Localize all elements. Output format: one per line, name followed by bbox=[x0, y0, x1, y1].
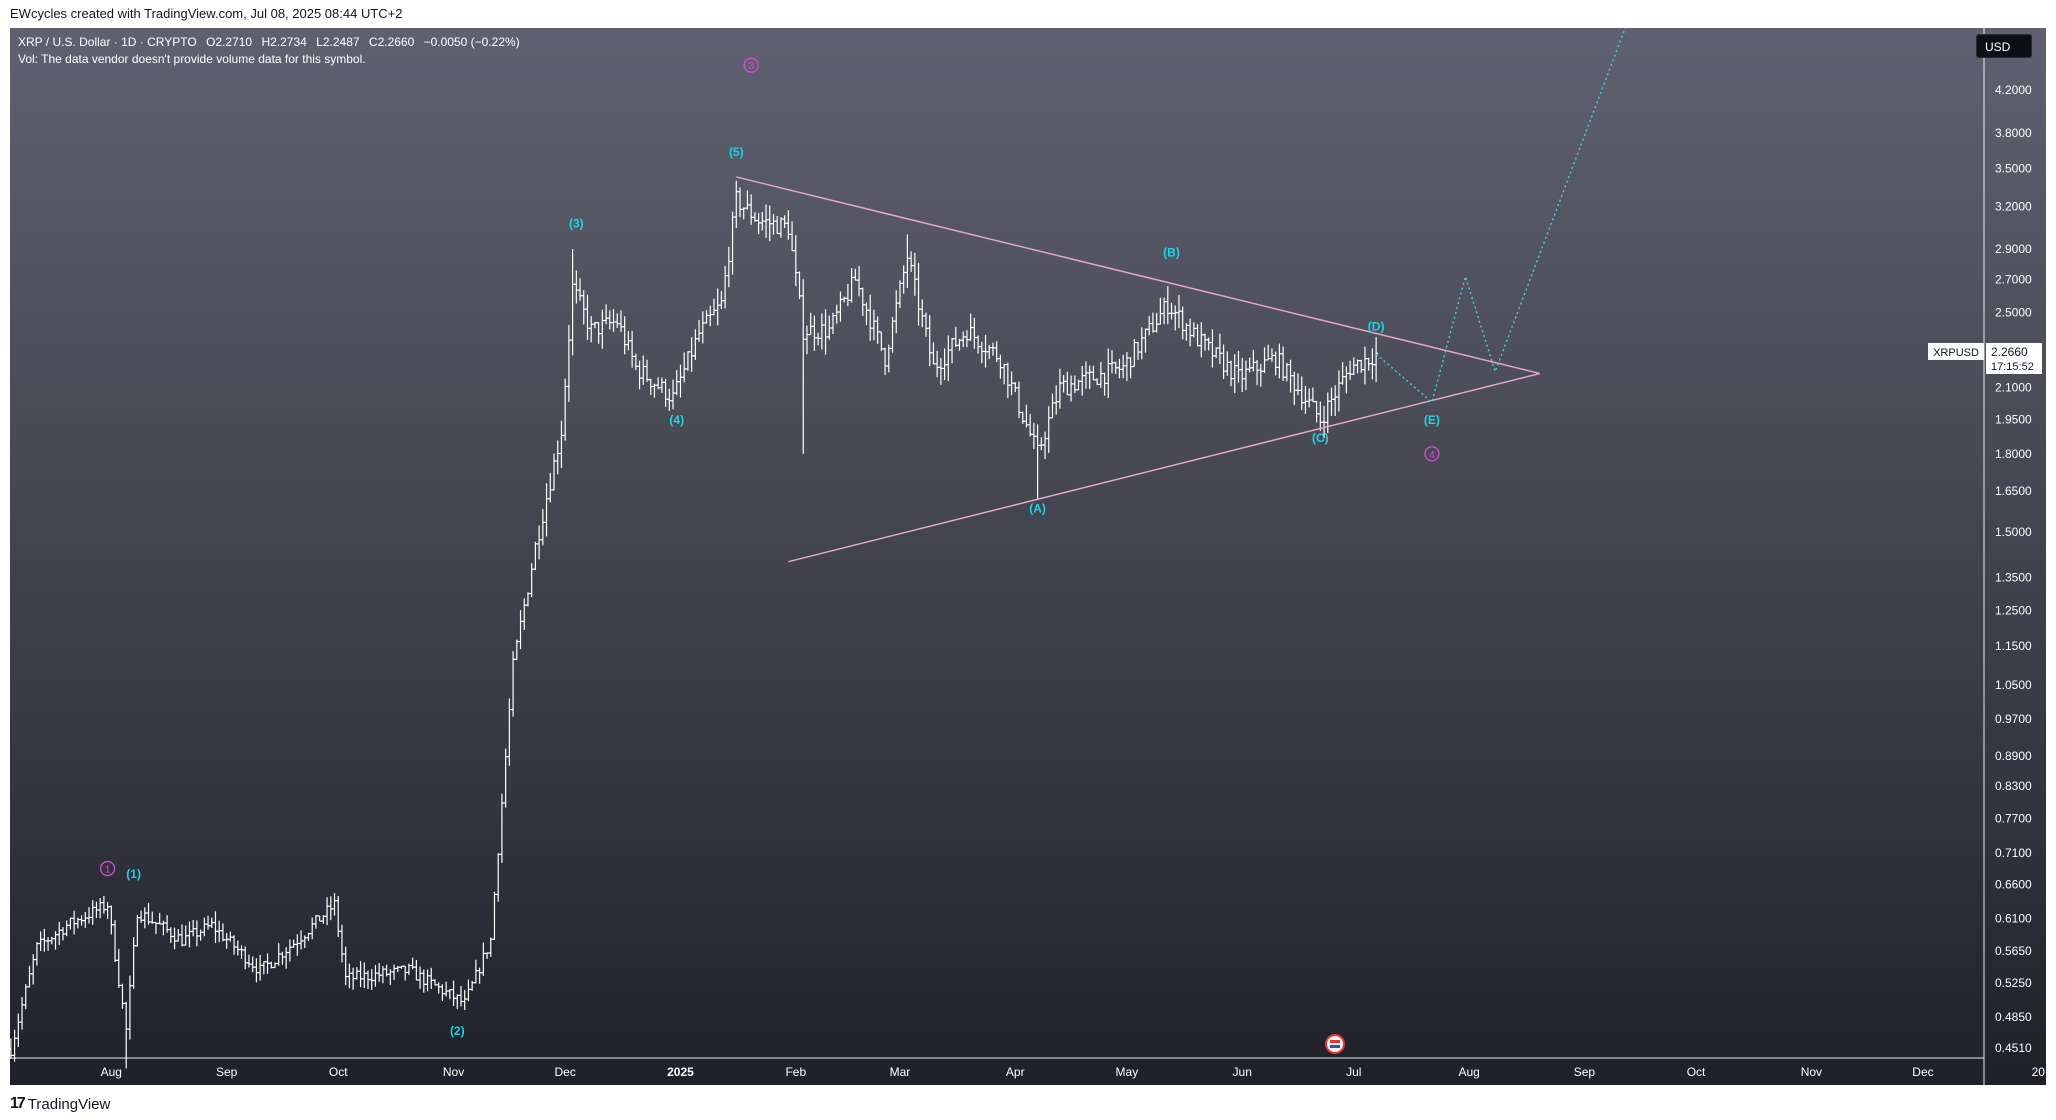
symbol-title: XRP / U.S. Dollar · 1D · CRYPTO bbox=[18, 35, 197, 49]
wave-label-minor: (A) bbox=[1029, 501, 1046, 515]
time-tick-label: Oct bbox=[1687, 1065, 1706, 1079]
ohlc-line: XRP / U.S. Dollar · 1D · CRYPTO O2.2710 … bbox=[18, 34, 526, 51]
flag-icon-stripe bbox=[1330, 1045, 1340, 1048]
time-tick-label: Jul bbox=[1346, 1065, 1361, 1079]
symbol-tag bbox=[1928, 343, 1984, 360]
time-tick-label: Aug bbox=[101, 1065, 122, 1079]
price-tick-label: 0.8900 bbox=[1995, 749, 2032, 763]
wave-label-minor: (C) bbox=[1312, 431, 1329, 445]
time-tick-label: Dec bbox=[1912, 1065, 1933, 1079]
price-chart[interactable]: (1) (2) (3) (4) (5) (A) (B) (C) (D) (E) 1 3 4 4.2000… bbox=[10, 28, 2046, 1085]
wave-label-minor: (D) bbox=[1368, 319, 1385, 333]
price-tick-label: 0.6100 bbox=[1995, 911, 2032, 925]
time-tick-label: Oct bbox=[329, 1065, 348, 1079]
price-tick-label: 1.5000 bbox=[1995, 525, 2032, 539]
price-tick-label: 1.3500 bbox=[1995, 570, 2032, 584]
symbol-tag-text: XRPUSD bbox=[1933, 347, 1979, 359]
price-label: XRPUSD 2.2660 17:15:52 bbox=[1928, 343, 2042, 374]
time-tick-label: Jun bbox=[1233, 1065, 1252, 1079]
wave-label-major: 1 bbox=[105, 865, 111, 876]
price-tick-label: 2.9000 bbox=[1995, 242, 2032, 256]
price-tick-label: 0.7700 bbox=[1995, 811, 2032, 825]
attribution-text: EWcycles created with TradingView.com, J… bbox=[10, 6, 403, 21]
price-tick-label: 0.9700 bbox=[1995, 712, 2032, 726]
price-axis[interactable]: 4.2000 3.8000 3.5000 3.2000 2.9000 2.7000 2.50… bbox=[1995, 83, 2032, 1055]
price-tick-label: 2.1000 bbox=[1995, 381, 2032, 395]
price-tick-label: 1.6500 bbox=[1995, 484, 2032, 498]
tradingview-logo[interactable]: 17 TradingView bbox=[10, 1095, 110, 1113]
price-tick-label: 0.5250 bbox=[1995, 976, 2032, 990]
wave-label-major: 3 bbox=[748, 61, 754, 72]
time-tick-label: Mar bbox=[890, 1065, 911, 1079]
price-tick-label: 0.8300 bbox=[1995, 779, 2032, 793]
price-tick-label: 1.8000 bbox=[1995, 447, 2032, 461]
price-tick-label: 3.5000 bbox=[1995, 161, 2032, 175]
volume-note: Vol: The data vendor doesn't provide vol… bbox=[18, 52, 366, 66]
price-tick-label: 1.0500 bbox=[1995, 678, 2032, 692]
brand-text: TradingView bbox=[27, 1095, 111, 1113]
price-tick-label: 0.4510 bbox=[1995, 1041, 2032, 1055]
wave-label-major-circle bbox=[743, 57, 759, 73]
price-tick-label: 2.7000 bbox=[1995, 273, 2032, 287]
drawing-overlays bbox=[736, 28, 1636, 563]
wave-label-major-circle bbox=[1424, 446, 1440, 462]
wave-label-minor: (4) bbox=[669, 413, 684, 427]
open-value: O2.2710 bbox=[206, 35, 253, 49]
price-tick-label: 4.2000 bbox=[1995, 83, 2032, 97]
wave-labels: (1) (2) (3) (4) (5) (A) (B) (C) (D) (E) 1 3 4 bbox=[99, 57, 1440, 1038]
chart-pane[interactable]: (1) (2) (3) (4) (5) (A) (B) (C) (D) (E) 1 3 4 4.2000… bbox=[10, 28, 2046, 1085]
time-tick-label: Aug bbox=[1458, 1065, 1479, 1079]
price-tick-label: 1.2500 bbox=[1995, 603, 2032, 617]
price-tick-label: 0.7100 bbox=[1995, 846, 2032, 860]
last-price-tag bbox=[1986, 343, 2042, 374]
price-tick-label: 3.8000 bbox=[1995, 126, 2032, 140]
low-value: L2.2487 bbox=[316, 35, 360, 49]
time-tick-label: Nov bbox=[1801, 1065, 1822, 1079]
change-value: −0.0050 (−0.22%) bbox=[423, 35, 520, 49]
flag-icon[interactable] bbox=[1325, 1034, 1345, 1054]
time-tick-label: May bbox=[1116, 1065, 1139, 1079]
price-tick-label: 3.2000 bbox=[1995, 200, 2032, 214]
event-marker[interactable] bbox=[1325, 1034, 1345, 1054]
wave-label-minor: (2) bbox=[450, 1024, 465, 1038]
wave-label-major: 4 bbox=[1429, 450, 1435, 461]
tradingview-logo-icon: 17 bbox=[10, 1095, 26, 1112]
close-value: C2.2660 bbox=[368, 35, 415, 49]
time-tick-label: Sep bbox=[1574, 1065, 1596, 1079]
time-tick-label: Apr bbox=[1006, 1065, 1025, 1079]
chart-legend: XRP / U.S. Dollar · 1D · CRYPTO O2.2710 … bbox=[18, 34, 526, 68]
projection-path[interactable] bbox=[1375, 28, 1636, 404]
price-tick-label: 1.1500 bbox=[1995, 639, 2032, 653]
last-price-text: 2.2660 bbox=[1991, 345, 2028, 359]
triangle-upper-line[interactable] bbox=[736, 176, 1540, 375]
wave-label-minor: (E) bbox=[1424, 413, 1440, 427]
price-tick-label: 0.4850 bbox=[1995, 1010, 2032, 1024]
price-tick-label: 2.5000 bbox=[1995, 306, 2032, 320]
wave-label-major-circle bbox=[99, 860, 116, 877]
wave-label-minor: (1) bbox=[126, 867, 141, 881]
candle-series bbox=[10, 180, 1379, 1069]
time-tick-label: Dec bbox=[554, 1065, 575, 1079]
attribution-bar: EWcycles created with TradingView.com, J… bbox=[0, 0, 2056, 28]
wave-label-minor: (5) bbox=[729, 145, 744, 159]
triangle-lower-line[interactable] bbox=[788, 372, 1540, 563]
currency-button[interactable]: USD bbox=[1976, 34, 2032, 58]
price-tick-label: 0.6600 bbox=[1995, 878, 2032, 892]
time-tick-label: 20 bbox=[2032, 1065, 2046, 1079]
wave-label-minor: (3) bbox=[569, 216, 584, 230]
time-tick-label: Sep bbox=[216, 1065, 238, 1079]
price-tick-label: 0.5650 bbox=[1995, 944, 2032, 958]
bar-countdown-text: 17:15:52 bbox=[1991, 361, 2034, 373]
price-tick-label: 1.9500 bbox=[1995, 412, 2032, 426]
flag-icon-stripe bbox=[1330, 1040, 1340, 1043]
time-tick-label: Nov bbox=[443, 1065, 464, 1079]
time-tick-label: 2025 bbox=[667, 1065, 694, 1079]
footer-bar: 17 TradingView bbox=[0, 1085, 2056, 1120]
time-axis[interactable]: Aug Sep Oct Nov Dec 2025 Feb Mar Apr May Jun Jul Aug… bbox=[101, 1065, 2046, 1079]
time-tick-label: Feb bbox=[785, 1065, 806, 1079]
high-value: H2.2734 bbox=[261, 35, 307, 49]
wave-label-minor: (B) bbox=[1163, 245, 1180, 259]
